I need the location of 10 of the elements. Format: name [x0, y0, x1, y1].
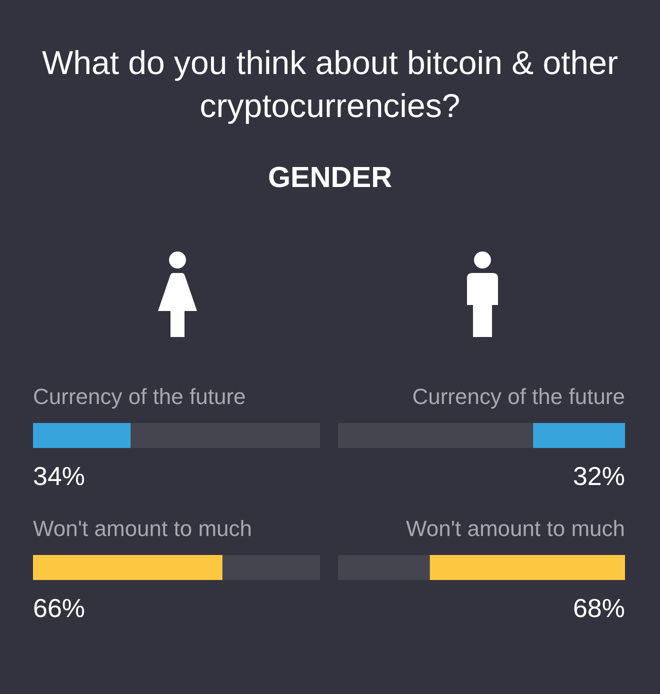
- chart-title: What do you think about bitcoin & other cryptocurrencies?: [40, 43, 620, 126]
- data-label: 32%: [572, 461, 625, 491]
- data-label: 66%: [33, 593, 86, 623]
- y-tick-label: Currency of the future: [33, 384, 246, 409]
- data-label: 34%: [33, 461, 86, 491]
- chart-subtitle: GENDER: [266, 161, 394, 195]
- y-tick-label: Won't amount to much: [406, 516, 625, 541]
- y-tick-label: Won't amount to much: [33, 516, 252, 541]
- y-tick-label: Currency of the future: [412, 384, 625, 409]
- data-label: 68%: [572, 593, 625, 623]
